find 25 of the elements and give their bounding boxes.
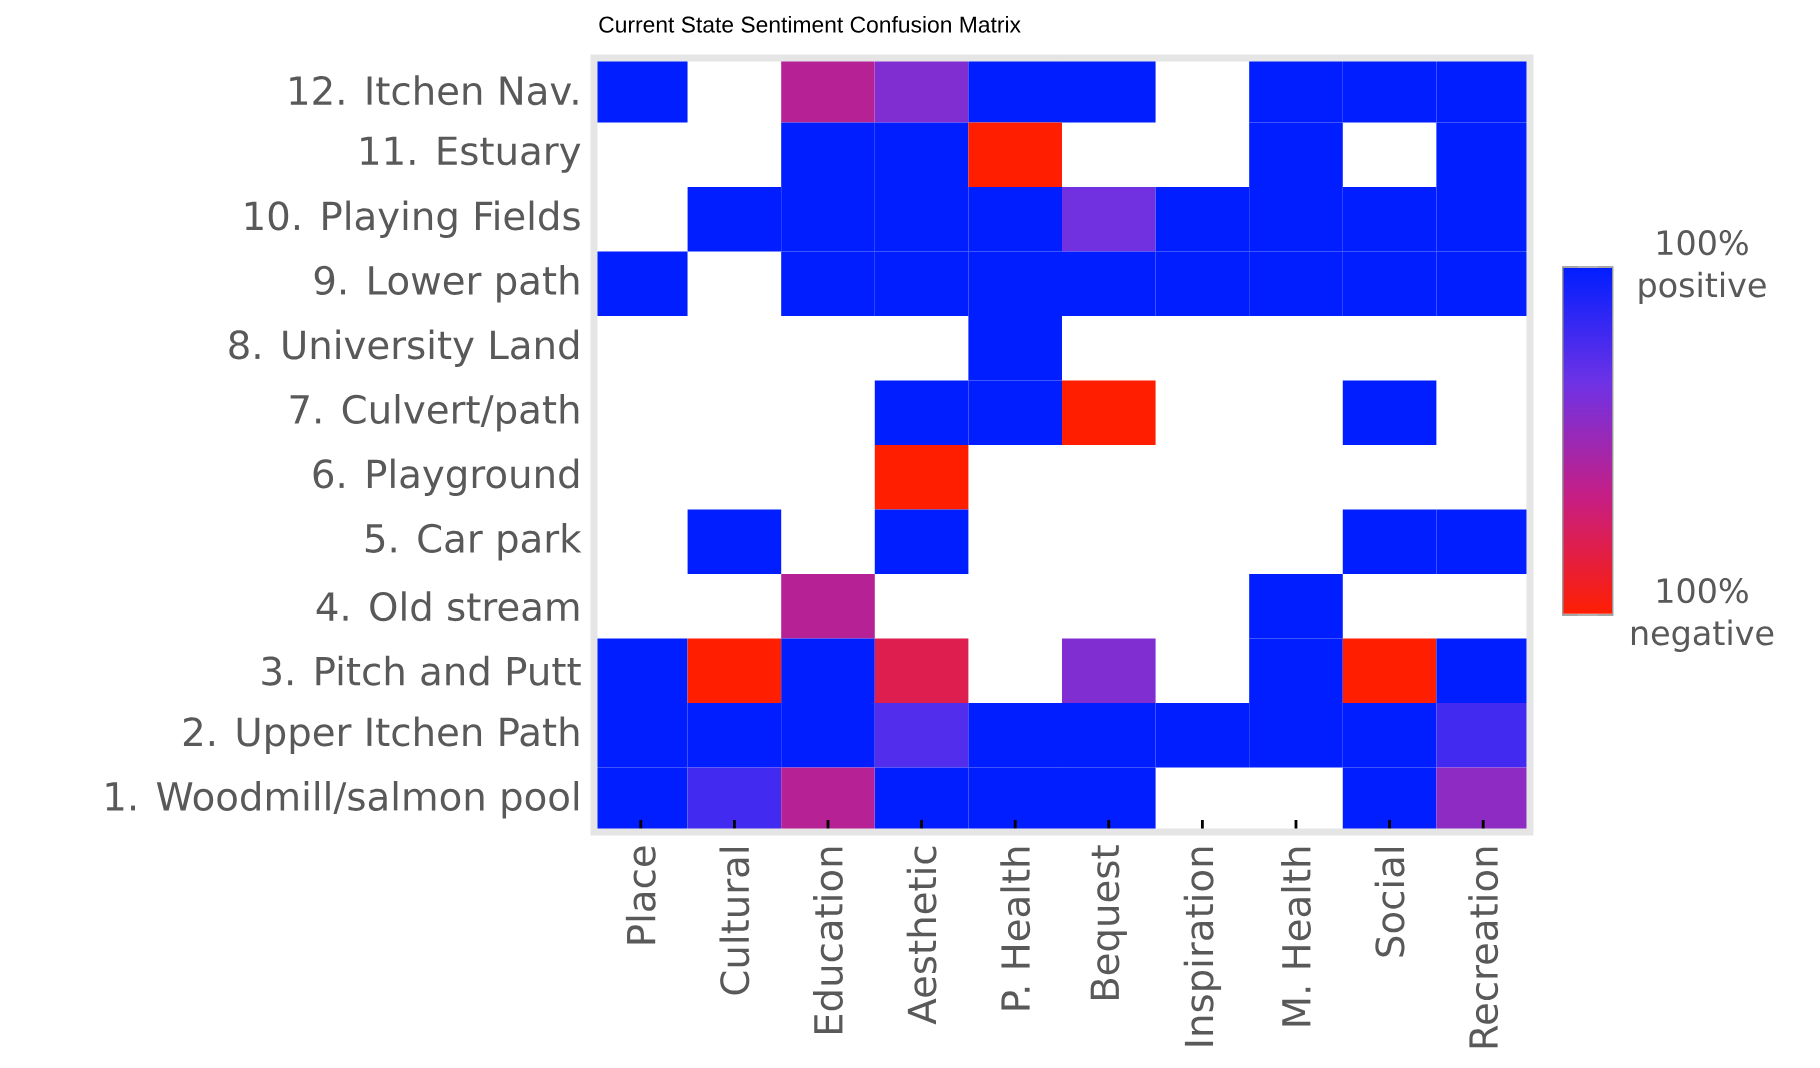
color-bar-label: 100% positive xyxy=(1639,230,1766,304)
y-tick-label: 4. Old stream xyxy=(316,591,579,622)
y-tick-label: 2. Upper Itchen Path xyxy=(183,716,579,754)
x-tick-label: Bequest xyxy=(1090,845,1127,1000)
y-tick-label: 12. Itchen Nav. xyxy=(290,75,578,106)
y-tick-label: 11. Estuary xyxy=(361,136,581,173)
x-tick-label: Cultural xyxy=(719,848,750,995)
x-tick-label: Inspiration xyxy=(1183,847,1222,1046)
y-tick-label: 5. Car park xyxy=(365,523,582,561)
x-tick-label: Place xyxy=(625,846,656,944)
chart-title: Current State Sentiment Confusion Matrix xyxy=(599,15,1021,33)
x-tick-label: Aesthetic xyxy=(906,846,937,1025)
y-tick-label: 8. University Land xyxy=(229,329,579,367)
x-tick-label: M. Health xyxy=(1281,847,1311,1026)
x-tick-label: Education xyxy=(813,847,843,1034)
y-tick-label: 3. Pitch and Putt xyxy=(262,655,581,686)
x-tick-label: Social xyxy=(1374,848,1405,957)
x-tick-label: Recreation xyxy=(1468,847,1499,1048)
color-bar-label: 100% negative xyxy=(1631,578,1774,652)
x-tick-label: P. Health xyxy=(1000,847,1031,1010)
y-tick-label: 7. Culvert/path xyxy=(290,394,579,432)
y-tick-label: 10. Playing Fields xyxy=(245,200,580,238)
y-tick-label: 1. Woodmill/salmon pool xyxy=(106,781,579,819)
y-tick-label: 6. Playground xyxy=(313,458,579,496)
y-tick-label: 9. Lower path xyxy=(314,265,579,303)
